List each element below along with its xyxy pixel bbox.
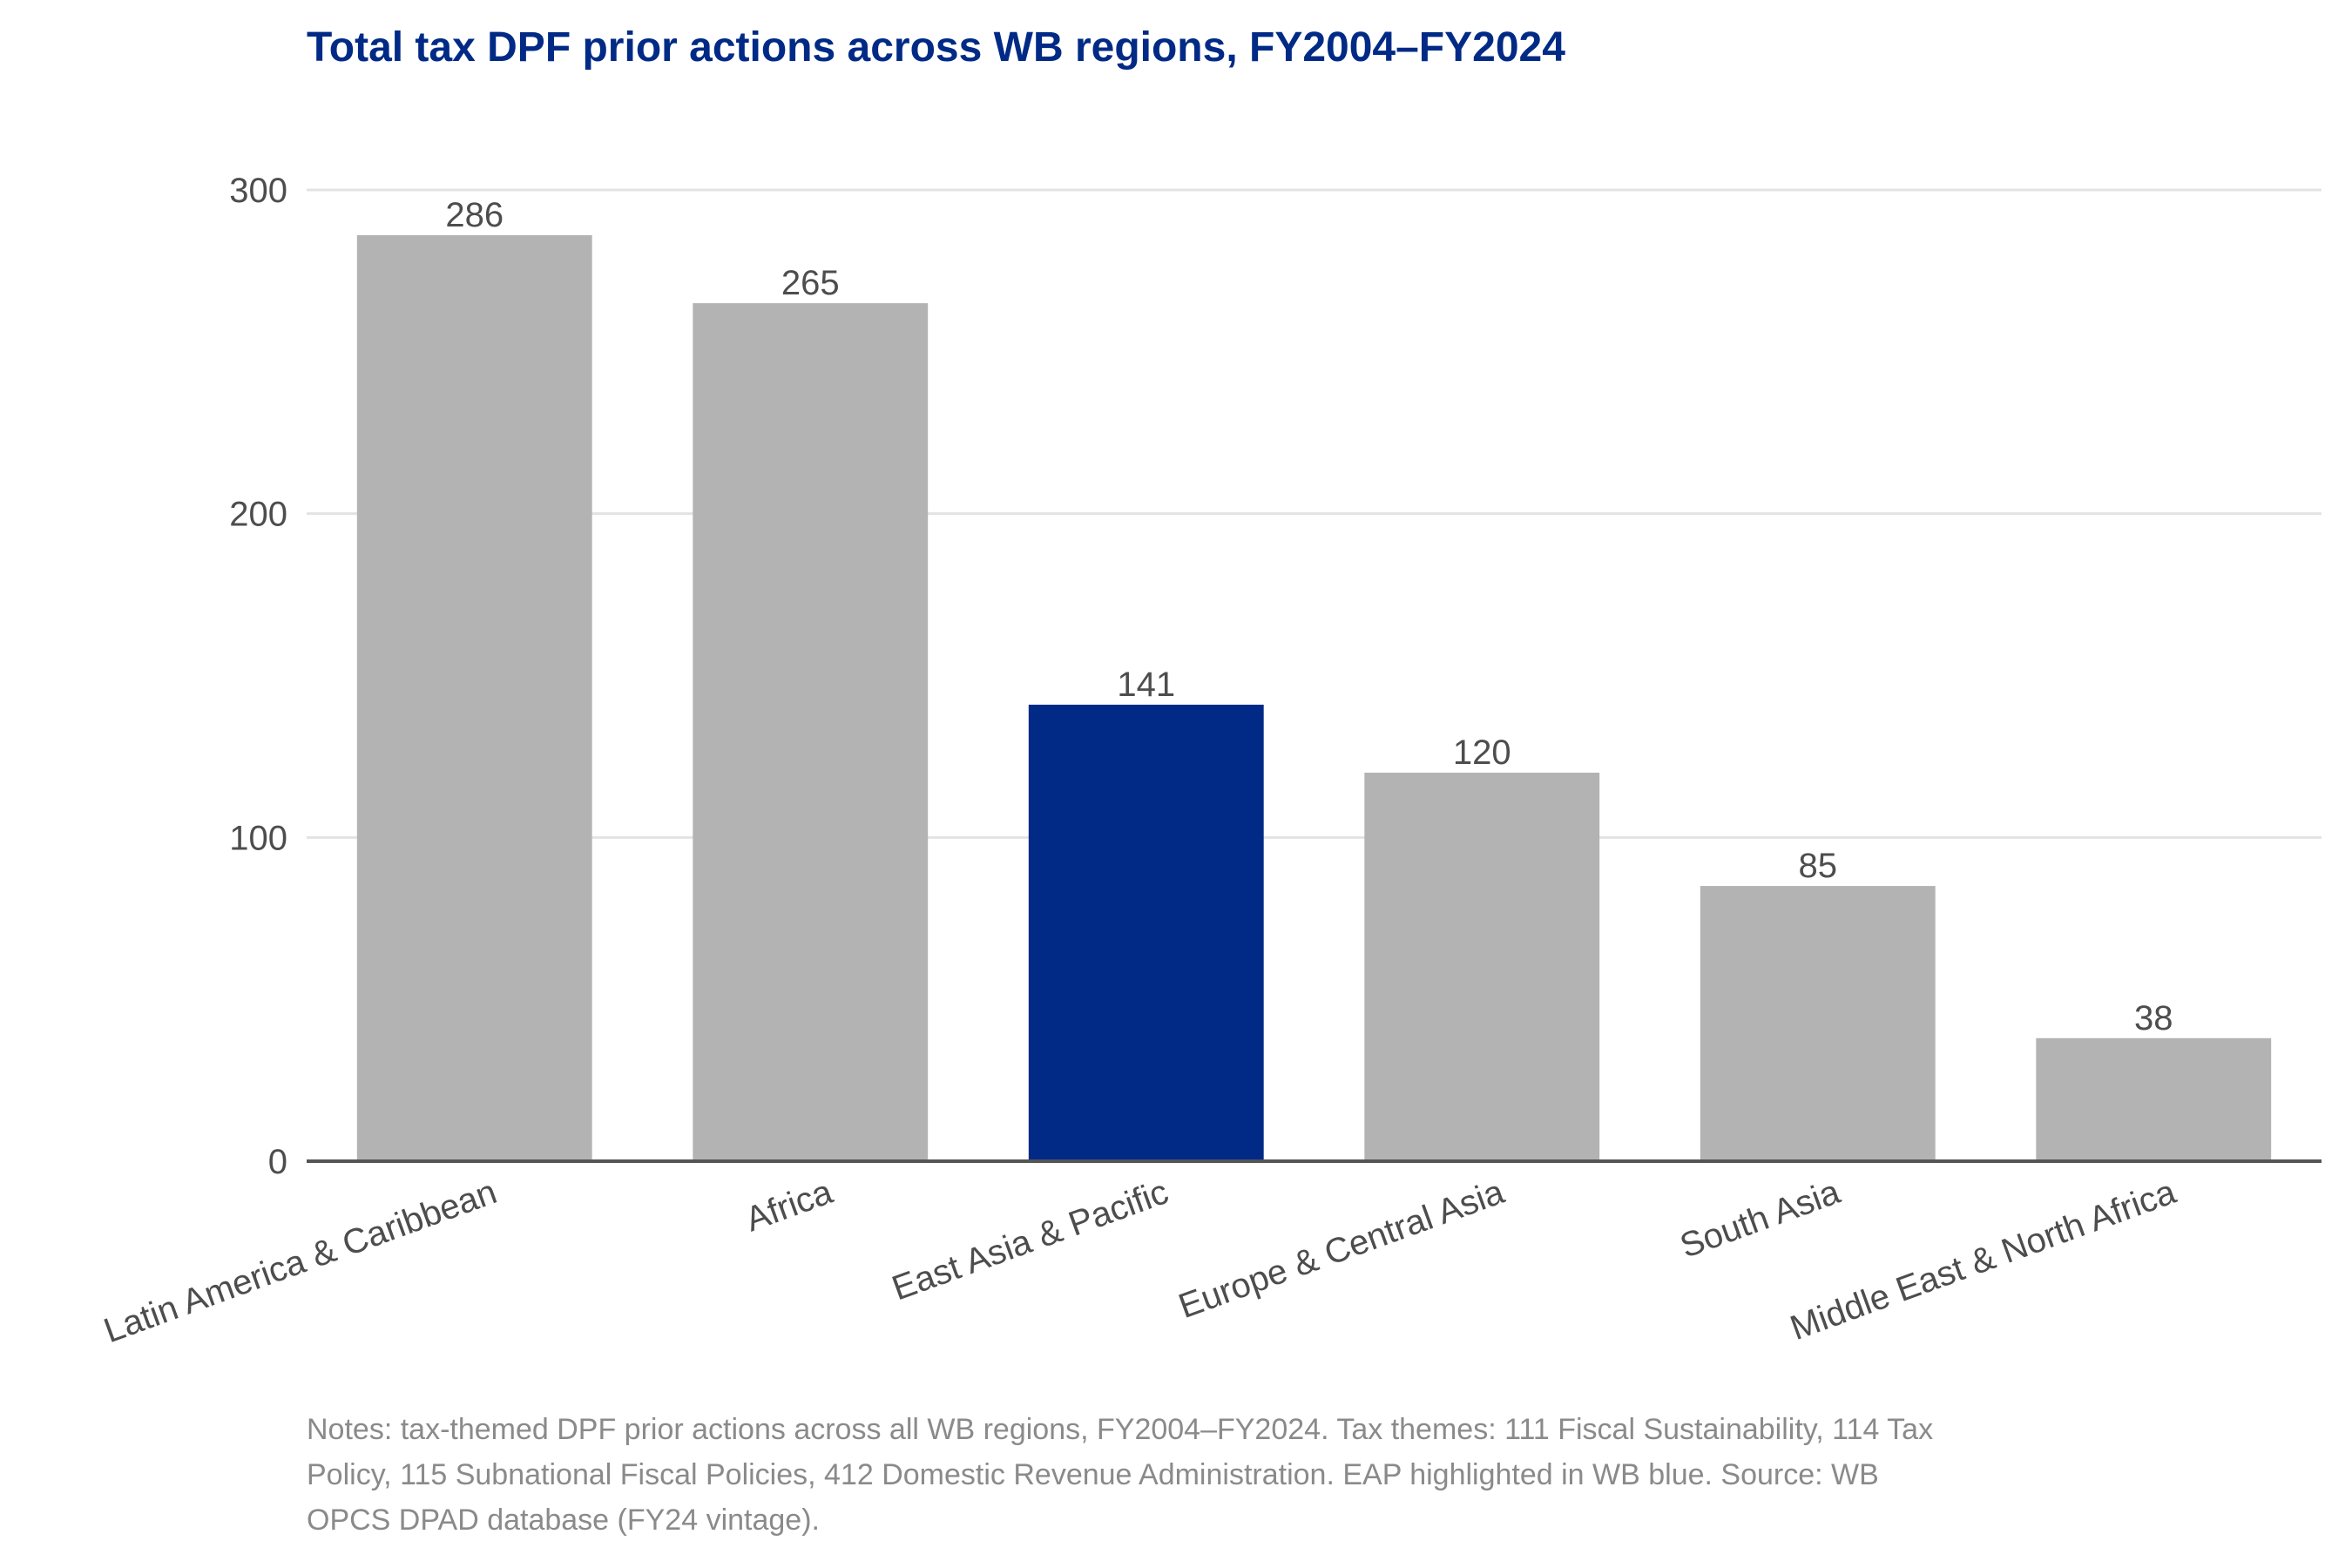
chart-notes: Notes: tax-themed DPF prior actions acro… xyxy=(307,1413,1934,1537)
data-label: 286 xyxy=(445,196,504,234)
gridlines xyxy=(307,188,2322,839)
x-tick-label: Middle East & North Africa xyxy=(1786,1173,2181,1348)
y-tick-label: 0 xyxy=(268,1143,287,1181)
x-tick-label: Latin America & Caribbean xyxy=(99,1173,502,1350)
data-label: 120 xyxy=(1453,733,1511,772)
chart-title: Total tax DPF prior actions across WB re… xyxy=(307,24,1565,71)
y-tick-label: 100 xyxy=(229,819,287,857)
data-label: 38 xyxy=(2134,999,2173,1037)
data-label: 141 xyxy=(1117,666,1175,704)
y-tick-label: 200 xyxy=(229,496,287,534)
x-tick-label: Africa xyxy=(740,1173,838,1240)
bar xyxy=(1028,704,1264,1161)
bar xyxy=(2036,1037,2272,1161)
x-tick-label: South Asia xyxy=(1675,1173,1845,1266)
x-axis-category-labels: Latin America & Caribbean Africa East Asia… xyxy=(99,1173,2181,1350)
x-tick-label: Europe & Central Asia xyxy=(1173,1173,1510,1326)
value-labels: 286 265 141 120 85 38 xyxy=(445,196,2173,1037)
y-axis-ticks: 0 100 200 300 xyxy=(229,172,287,1181)
bars xyxy=(356,235,2272,1161)
bar xyxy=(356,235,592,1161)
bar xyxy=(1700,886,1936,1161)
x-tick-label: East Asia & Pacific xyxy=(887,1173,1173,1308)
bar xyxy=(1364,773,1600,1161)
data-label: 265 xyxy=(781,264,840,302)
y-tick-label: 300 xyxy=(229,172,287,210)
data-label: 85 xyxy=(1799,847,1838,885)
bar xyxy=(693,303,929,1161)
